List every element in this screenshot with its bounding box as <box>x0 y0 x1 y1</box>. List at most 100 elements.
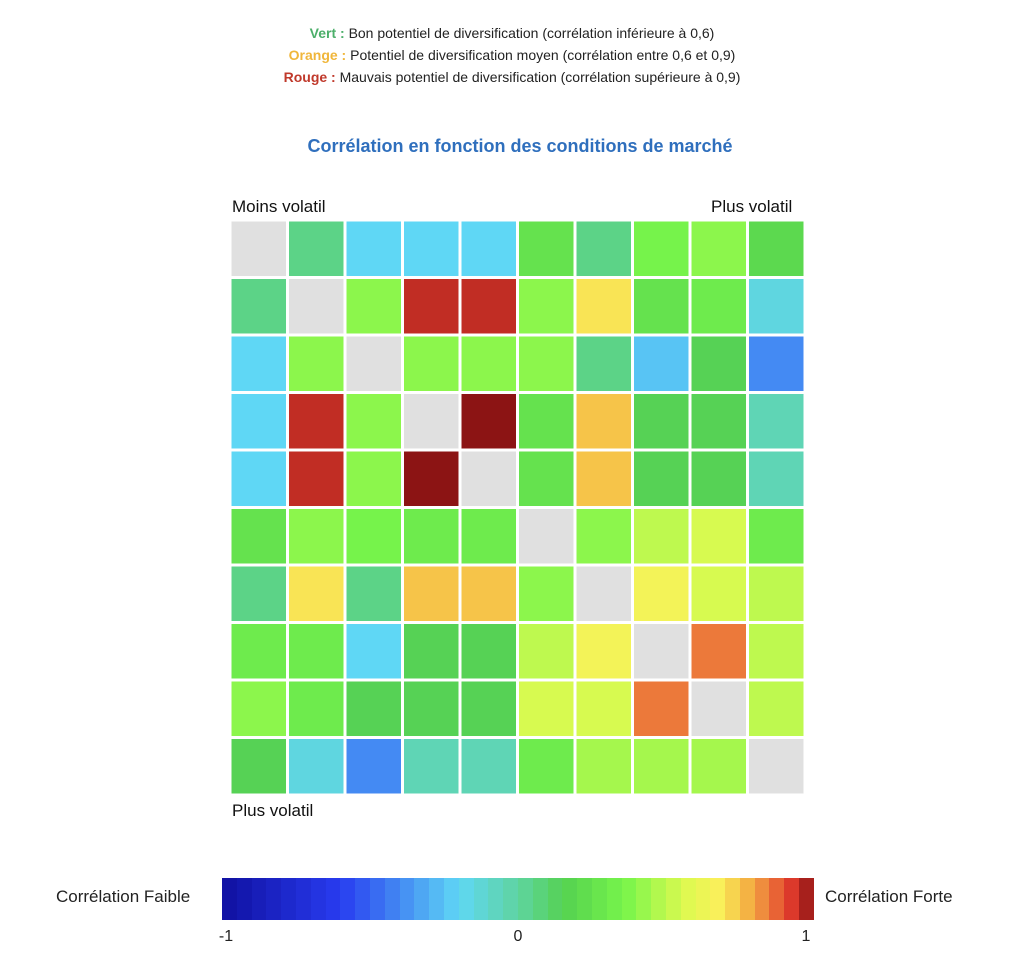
heatmap-cell <box>749 624 804 679</box>
heatmap-cell <box>404 451 459 506</box>
colorbar-segment <box>503 878 518 920</box>
heatmap-cell <box>519 221 574 276</box>
heatmap-cell <box>461 624 516 679</box>
heatmap-cell <box>691 681 746 736</box>
heatmap-cell <box>289 739 344 794</box>
heatmap-cell <box>634 624 689 679</box>
heatmap-cell <box>404 279 459 334</box>
heatmap-cell <box>749 739 804 794</box>
heatmap-cell <box>346 739 401 794</box>
heatmap-cell <box>576 451 631 506</box>
colorbar-segment <box>784 878 800 920</box>
heatmap-cell <box>289 451 344 506</box>
heatmap-cell <box>346 509 401 564</box>
heatmap-cell <box>519 566 574 621</box>
heatmap-cell <box>346 394 401 449</box>
legend-text-rouge: Mauvais potentiel de diversification (co… <box>339 69 741 85</box>
heatmap-cell <box>346 451 401 506</box>
heatmap-cell <box>346 624 401 679</box>
heatmap-cell <box>576 394 631 449</box>
colorbar-segment <box>532 878 548 920</box>
heatmap-cell <box>346 336 401 391</box>
heatmap-cell <box>289 681 344 736</box>
colorbar-segment <box>562 878 578 920</box>
heatmap-cell <box>346 566 401 621</box>
heatmap-cell <box>749 566 804 621</box>
correlation-heatmap <box>231 221 804 794</box>
heatmap-cell <box>749 279 804 334</box>
heatmap-cell <box>231 451 286 506</box>
heatmap-cell <box>749 221 804 276</box>
colorbar-segment <box>429 878 444 920</box>
heatmap-cell <box>519 681 574 736</box>
colorbar-segment <box>473 878 489 920</box>
heatmap-cell <box>289 336 344 391</box>
colorbar-segment <box>414 878 430 920</box>
colorbar-segment <box>295 878 311 920</box>
heatmap-cell <box>231 221 286 276</box>
colorbar-segment <box>517 878 533 920</box>
heatmap-cell <box>691 279 746 334</box>
colorbar-low-label: Corrélation Faible <box>56 887 191 906</box>
heatmap-cell <box>519 739 574 794</box>
heatmap-cell <box>691 624 746 679</box>
heatmap-cell <box>346 221 401 276</box>
legend: Vert : Bon potentiel de diversification … <box>0 22 1024 88</box>
colorbar-tick-mid: 0 <box>513 928 523 945</box>
heatmap-cell <box>576 279 631 334</box>
colorbar-segment <box>399 878 415 920</box>
heatmap-cell <box>749 336 804 391</box>
heatmap-cell <box>231 624 286 679</box>
corner-label-bottom-left: Plus volatil <box>232 801 314 820</box>
heatmap-cell <box>346 279 401 334</box>
colorbar-segment <box>325 878 341 920</box>
heatmap-cell <box>634 394 689 449</box>
heatmap-cell <box>404 336 459 391</box>
heatmap-cell <box>634 451 689 506</box>
colorbar-segment <box>384 878 400 920</box>
heatmap-cell <box>231 566 286 621</box>
heatmap-cell <box>576 624 631 679</box>
colorbar-segment <box>680 878 696 920</box>
heatmap-cell <box>691 221 746 276</box>
heatmap-cell <box>576 566 631 621</box>
heatmap-cell <box>289 566 344 621</box>
heatmap-cell <box>404 394 459 449</box>
colorbar-segment <box>651 878 666 920</box>
colorbar-segment <box>355 878 370 920</box>
colorbar-segment <box>547 878 563 920</box>
heatmap-cell <box>231 394 286 449</box>
colorbar-tick-max: 1 <box>801 928 811 945</box>
heatmap-cell <box>289 279 344 334</box>
colorbar-high-label: Corrélation Forte <box>825 887 953 906</box>
heatmap-cell <box>404 681 459 736</box>
colorbar-segment <box>236 878 252 920</box>
colorbar-segment <box>369 878 385 920</box>
colorbar-segment <box>754 878 770 920</box>
heatmap-cell <box>461 681 516 736</box>
colorbar-segment <box>769 878 785 920</box>
heatmap-cell <box>576 509 631 564</box>
heatmap-cell <box>289 624 344 679</box>
heatmap-cell <box>634 739 689 794</box>
heatmap-cell <box>519 624 574 679</box>
heatmap-cell <box>519 336 574 391</box>
heatmap-cell <box>749 509 804 564</box>
heatmap-cell <box>519 394 574 449</box>
colorbar-segment <box>443 878 459 920</box>
heatmap-cell <box>461 279 516 334</box>
heatmap-cell <box>634 336 689 391</box>
heatmap-cell <box>404 221 459 276</box>
heatmap-cell <box>231 509 286 564</box>
heatmap-cell <box>576 336 631 391</box>
colorbar-segment <box>488 878 504 920</box>
colorbar-segment <box>725 878 740 920</box>
heatmap-cell <box>576 221 631 276</box>
heatmap-cell <box>691 566 746 621</box>
colorbar-segment <box>665 878 681 920</box>
heatmap-cell <box>346 681 401 736</box>
heatmap-cell <box>231 336 286 391</box>
legend-text-vert: Bon potentiel de diversification (corrél… <box>348 25 715 41</box>
colorbar-tick-min: -1 <box>218 928 234 945</box>
heatmap-cell <box>634 509 689 564</box>
